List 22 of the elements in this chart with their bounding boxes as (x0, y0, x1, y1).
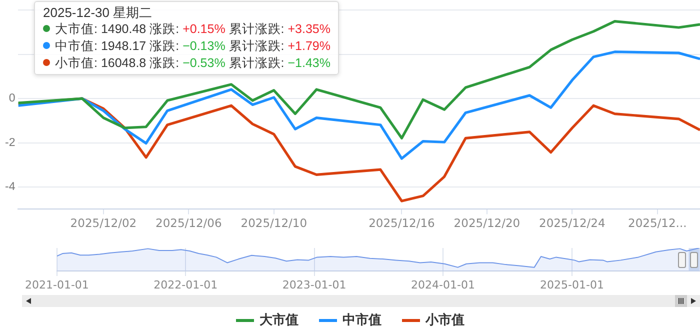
annotation: 大市值: 1490.48 涨跌: +0.15% 累计涨跌: +3.35% (55, 22, 330, 36)
x-tick-label: 2025/12/24 (539, 216, 606, 230)
x-tick-label: 2025/12/10 (240, 216, 308, 230)
legend-label: 小市值 (426, 311, 464, 329)
x-tick-label: 2025-01-01 (540, 278, 604, 292)
y-tick-label: -2 (4, 136, 16, 149)
x-tick-label: 2023-01-01 (282, 278, 346, 292)
x-tick-label: 2025/12/20 (454, 216, 520, 230)
annotation: 小市值: 16048.8 涨跌: −0.53% 累计涨跌: −1.43% (55, 56, 330, 70)
legend-label: 中市值 (342, 311, 382, 329)
y-tick-label: 0 (8, 92, 16, 105)
x-tick-label: 2024-01-01 (411, 278, 475, 292)
x-tick-label: 2025/12/02 (70, 216, 137, 230)
annotation: 2025-12-30 星期二 (43, 5, 152, 20)
y-tick-label: -4 (4, 181, 16, 194)
legend-label: 大市值 (260, 311, 298, 329)
x-tick-label: 2025/12/16 (368, 216, 435, 230)
x-tick-label: 2025/12/06 (156, 216, 222, 230)
x-tick-label: 2025/12... (628, 216, 687, 230)
x-tick-label: 2021-01-01 (24, 278, 89, 292)
annotation: 中市值: 1948.17 涨跌: −0.13% 累计涨跌: +1.79% (55, 39, 330, 53)
x-tick-label: 2022-01-01 (154, 278, 218, 292)
